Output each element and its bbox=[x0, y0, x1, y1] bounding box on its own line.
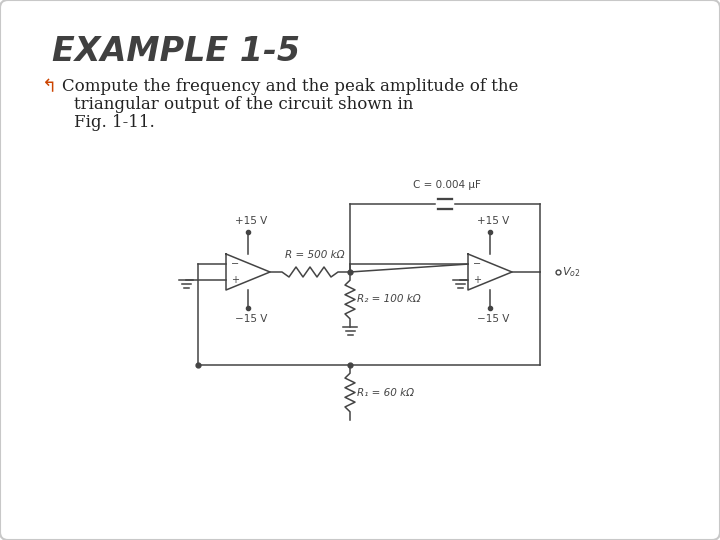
Text: R₂ = 100 kΩ: R₂ = 100 kΩ bbox=[357, 294, 420, 305]
Text: −: − bbox=[473, 259, 481, 269]
Text: −15 V: −15 V bbox=[477, 314, 509, 324]
Text: +15 V: +15 V bbox=[235, 216, 267, 226]
Text: +: + bbox=[231, 275, 239, 285]
Text: triangular output of the circuit shown in: triangular output of the circuit shown i… bbox=[74, 96, 413, 113]
Text: Fig. 1-11.: Fig. 1-11. bbox=[74, 114, 155, 131]
Text: −: − bbox=[231, 259, 239, 269]
Text: ↰: ↰ bbox=[42, 78, 57, 96]
Text: Compute the frequency and the peak amplitude of the: Compute the frequency and the peak ampli… bbox=[62, 78, 518, 95]
Text: +: + bbox=[473, 275, 481, 285]
Text: R = 500 kΩ: R = 500 kΩ bbox=[285, 250, 345, 260]
Text: C = 0.004 μF: C = 0.004 μF bbox=[413, 180, 481, 190]
Text: EXAMPLE 1-5: EXAMPLE 1-5 bbox=[52, 35, 300, 68]
Text: +15 V: +15 V bbox=[477, 216, 509, 226]
Text: $V_{o2}$: $V_{o2}$ bbox=[562, 265, 580, 279]
Text: −15 V: −15 V bbox=[235, 314, 267, 324]
Text: R₁ = 60 kΩ: R₁ = 60 kΩ bbox=[357, 388, 414, 397]
